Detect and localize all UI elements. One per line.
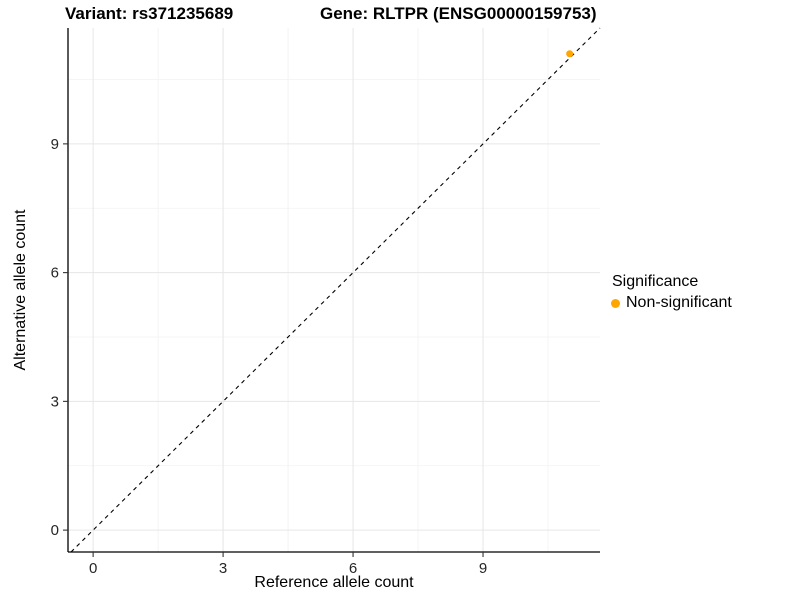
legend-point-icon [611,298,620,308]
x-tick-label: 9 [479,560,487,577]
x-tick-label: 3 [219,560,227,577]
y-tick-label: 0 [51,522,59,539]
legend-item: Non-significant [611,294,732,312]
x-tick-label: 0 [89,560,97,577]
y-axis-title: Alternative allele count [12,209,29,371]
identity-line [70,27,601,553]
data-point [566,50,574,58]
x-axis-title: Reference allele count [254,574,414,591]
plot-title-gene: Gene: RLTPR (ENSG00000159753) [320,4,597,23]
legend: Significance Non-significant [611,273,732,312]
x-tick-label: 6 [349,560,357,577]
y-tick-label: 6 [51,265,59,282]
legend-title: Significance [612,273,699,290]
y-tick-label: 3 [51,393,59,410]
plot-title-variant: Variant: rs371235689 [65,4,234,23]
y-tick-label: 9 [51,136,59,153]
legend-item-label: Non-significant [626,294,732,311]
